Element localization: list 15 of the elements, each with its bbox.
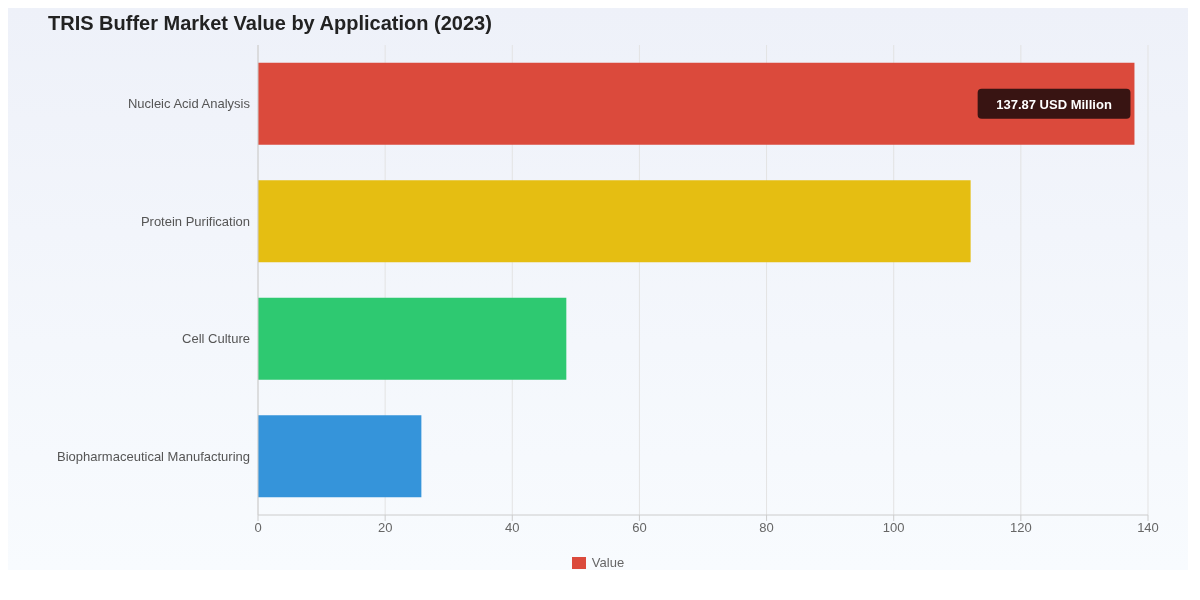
chart-title: TRIS Buffer Market Value by Application (2023) [47, 11, 493, 35]
y-tick-label: Protein Purification [140, 213, 250, 229]
x-tick-label: 100 [882, 520, 905, 536]
x-tick-label: 140 [1137, 520, 1159, 536]
y-tick-label: Biopharmaceutical Manufacturing [57, 448, 250, 464]
annotation: 137.87 USD Million [996, 96, 1112, 112]
x-tick-label: 40 [505, 520, 520, 536]
x-tick-label: 60 [632, 520, 647, 536]
y-tick-label: Cell Culture [182, 331, 250, 347]
y-tick-label: Nucleic Acid Analysis [127, 96, 251, 112]
x-tick-label: 80 [759, 520, 774, 536]
x-tick-label: 0 [254, 520, 262, 536]
x-tick-label: 120 [1010, 520, 1032, 536]
x-tick-label: 20 [377, 520, 393, 536]
legend-label: Value [591, 555, 625, 570]
